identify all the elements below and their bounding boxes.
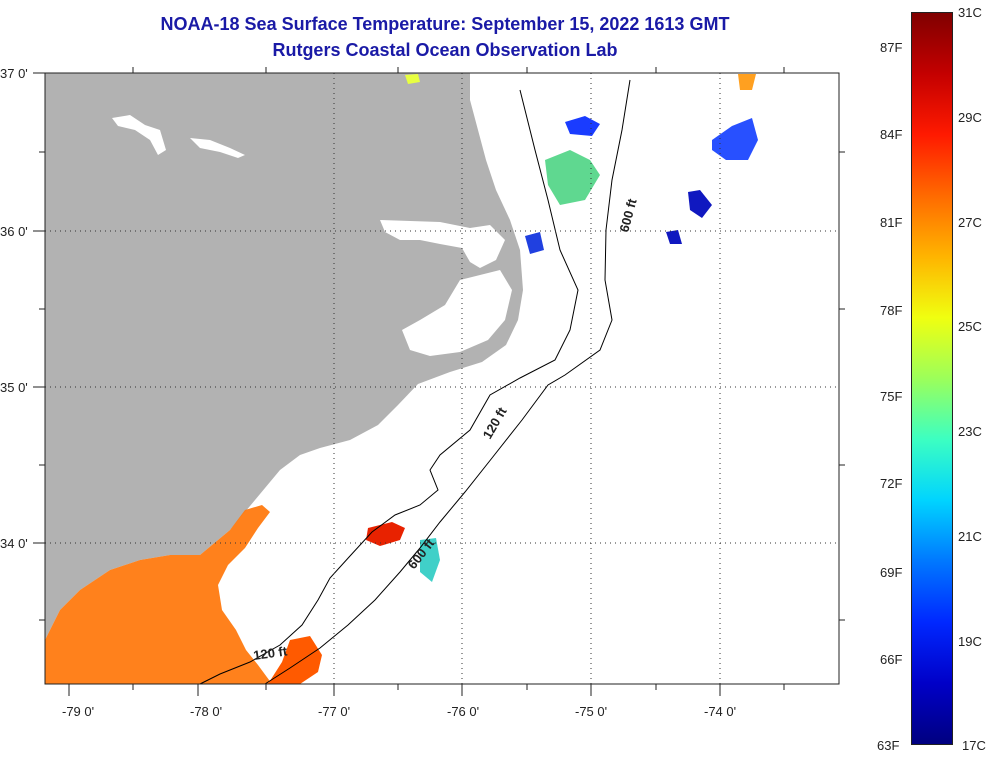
lat-label-37: 37 0' [0, 66, 28, 81]
sst-orange-north [738, 74, 756, 90]
lat-label-34: 34 0' [0, 536, 28, 551]
colorbar-label-84f: 84F [880, 127, 903, 142]
sst-warm-patch-red [366, 522, 405, 546]
sst-yellow-north [405, 74, 420, 84]
sst-warm-coastal [45, 505, 272, 684]
map-title: NOAA-18 Sea Surface Temperature: Septemb… [160, 14, 730, 34]
colorbar-label-69f: 69F [880, 565, 903, 580]
contour-600-north [264, 79, 631, 685]
map-subtitle: Rutgers Coastal Ocean Observation Lab [272, 40, 618, 60]
lon-label-79: -79 0' [62, 704, 94, 719]
colorbar-label-63f: 63F [877, 738, 900, 753]
lake-reservoir-1 [112, 115, 166, 155]
colorbar-label-31c: 31C [958, 5, 982, 20]
colorbar-label-25c: 25C [958, 319, 982, 334]
colorbar-label-66f: 66F [880, 652, 903, 667]
contour-120-north [199, 89, 579, 685]
colorbar-label-75f: 75F [880, 389, 903, 404]
pamlico-sound [402, 270, 512, 356]
sst-cool-north-5 [525, 232, 544, 254]
map-frame [44, 72, 840, 685]
sst-mix-north [545, 150, 600, 205]
lon-label-74: -74 0' [704, 704, 736, 719]
frame-ticks [33, 67, 845, 696]
lon-label-78: -78 0' [190, 704, 222, 719]
colorbar-label-81f: 81F [880, 215, 903, 230]
lat-label-36: 36 0' [0, 224, 28, 239]
sst-cool-north-2 [712, 118, 758, 160]
colorbar-label-17c: 17C [962, 738, 986, 753]
lon-label-76: -76 0' [447, 704, 479, 719]
land-mass [45, 73, 523, 640]
colorbar-label-87f: 87F [880, 40, 903, 55]
sst-cool-north-3 [688, 190, 712, 218]
colorbar-label-78f: 78F [880, 303, 903, 318]
sst-cool-north-1 [565, 116, 600, 136]
contour-label-120-south: 120 ft [252, 643, 288, 663]
colorbar-label-72f: 72F [880, 476, 903, 491]
sst-warm-patch-south [268, 636, 322, 684]
colorbar-label-19c: 19C [958, 634, 982, 649]
lake-reservoir-2 [190, 138, 245, 158]
lon-label-75: -75 0' [575, 704, 607, 719]
albemarle-sound [380, 220, 505, 268]
sst-mix-mid [420, 538, 440, 582]
lon-label-77: -77 0' [318, 704, 350, 719]
colorbar-label-23c: 23C [958, 424, 982, 439]
colorbar-label-29c: 29C [958, 110, 982, 125]
colorbar-label-21c: 21C [958, 529, 982, 544]
temperature-colorbar [911, 12, 953, 745]
graticule [45, 73, 839, 684]
sst-cool-north-4 [666, 230, 682, 244]
colorbar-label-27c: 27C [958, 215, 982, 230]
lat-label-35: 35 0' [0, 380, 28, 395]
